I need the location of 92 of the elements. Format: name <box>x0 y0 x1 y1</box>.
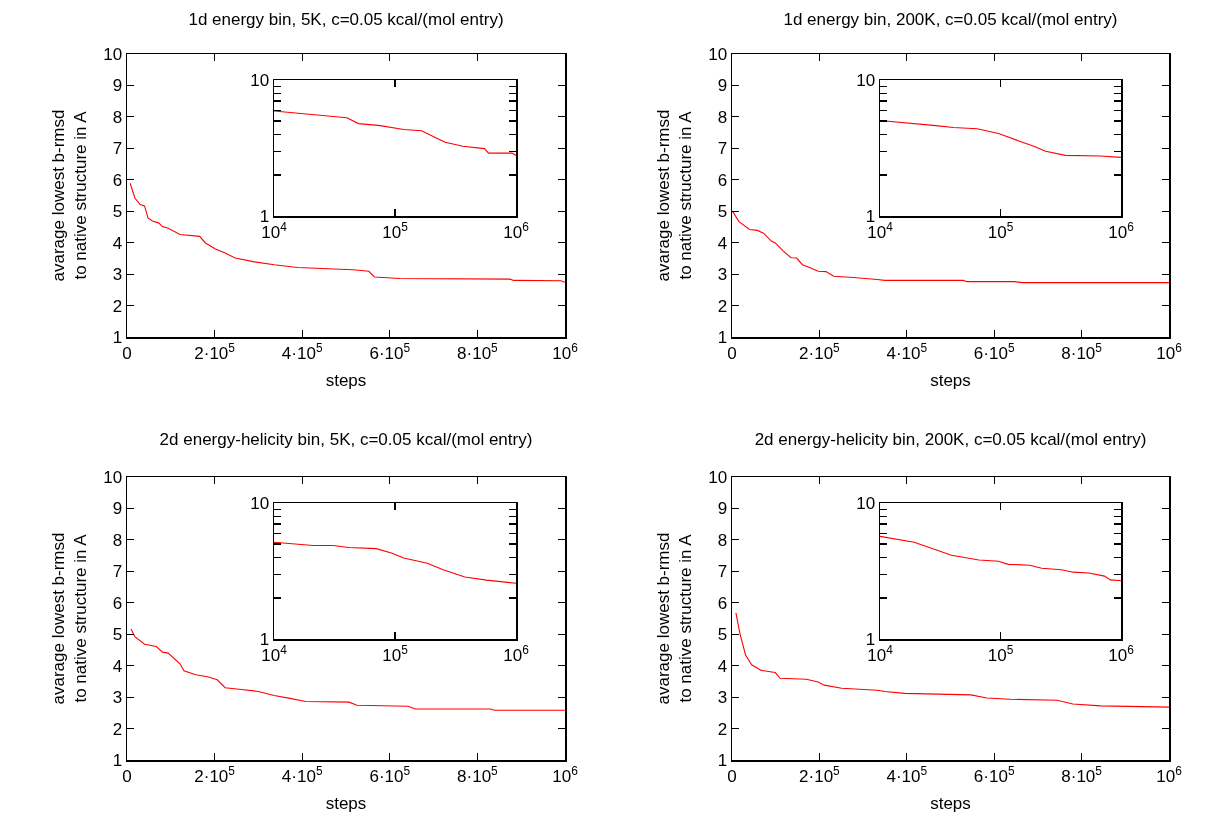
x-tick-label: 2·10$^{5}$ <box>194 763 236 786</box>
line-series <box>732 211 1169 284</box>
x-tick-label: 10$^{6}$ <box>552 763 579 786</box>
y-tick-label: 3 <box>112 688 123 708</box>
y-tick-label: 5 <box>717 625 728 645</box>
x-tick-label: 4·10$^{5}$ <box>281 340 323 363</box>
x-tick-label: 10$^{6}$ <box>552 340 579 363</box>
y-tick-label: 6 <box>112 593 123 613</box>
x-tick-label: 0 <box>122 343 132 363</box>
x-tick-label: 4·10$^{5}$ <box>281 763 323 786</box>
x-tick-label: 8·10$^{5}$ <box>1061 340 1103 363</box>
y-tick-label: 10 <box>103 467 123 487</box>
y-tick-label: 10 <box>708 467 728 487</box>
y-tick-label: 8 <box>717 530 728 550</box>
y-tick-label: 5 <box>112 202 123 222</box>
x-tick-label: 10$^{5}$ <box>382 642 409 665</box>
x-tick-label: 2·10$^{5}$ <box>194 340 236 363</box>
x-tick-label: 10$^{6}$ <box>1108 219 1135 242</box>
x-axis-title: steps <box>930 371 971 391</box>
x-tick-label: 10$^{5}$ <box>987 219 1014 242</box>
y-tick-label: 2 <box>112 296 123 316</box>
y-axis-title: avarage lowest b-rmsd to native structure in A <box>653 532 695 705</box>
x-tick-label: 8·10$^{5}$ <box>457 340 499 363</box>
y-tick-label: 7 <box>717 139 728 159</box>
y-tick-label: 1 <box>112 327 123 347</box>
y-tick-label: 4 <box>112 233 123 253</box>
y-tick-label: 8 <box>112 530 123 550</box>
x-tick-label: 2·10$^{5}$ <box>799 763 841 786</box>
chart-title: 1d energy bin, 5K, c=0.05 kcal/(mol entry) <box>188 9 504 29</box>
y-axis-title: avarage lowest b-rmsd to native structure in A <box>653 109 695 282</box>
y-tick-label: 7 <box>717 562 728 582</box>
y-tick-label: 3 <box>717 265 728 285</box>
x-tick-label: 10$^{6}$ <box>503 642 530 665</box>
y-tick-label: 7 <box>112 562 123 582</box>
x-tick-label: 10$^{5}$ <box>382 219 409 242</box>
y-tick-label: 9 <box>112 76 123 96</box>
x-tick-label: 10$^{6}$ <box>1156 763 1183 786</box>
y-tick-label: 6 <box>717 593 728 613</box>
y-tick-label: 3 <box>717 688 728 708</box>
y-tick-label: 5 <box>112 625 123 645</box>
y-tick-label: 1 <box>112 750 123 770</box>
y-tick-label: 8 <box>112 107 123 127</box>
x-tick-label: 10$^{5}$ <box>987 642 1014 665</box>
y-tick-label: 8 <box>717 107 728 127</box>
y-tick-label: 4 <box>717 233 728 253</box>
y-tick-label: 9 <box>717 499 728 519</box>
x-tick-label: 0 <box>727 343 737 363</box>
y-tick-label: 10 <box>708 44 728 64</box>
x-axis-title: steps <box>325 371 367 391</box>
y-tick-label: 4 <box>112 656 123 676</box>
x-tick-label: 10$^{6}$ <box>503 219 530 242</box>
y-tick-label: 7 <box>112 139 123 159</box>
chart-title: 1d energy bin, 200K, c=0.05 kcal/(mol entry) <box>783 9 1118 29</box>
y-tick-label: 10 <box>250 493 270 513</box>
y-tick-label: 10 <box>250 70 270 90</box>
x-tick-label: 10$^{6}$ <box>1108 642 1135 665</box>
x-tick-label: 4·10$^{5}$ <box>886 763 928 786</box>
x-axis-title: steps <box>930 794 971 814</box>
y-tick-label: 2 <box>112 719 123 739</box>
y-tick-label: 10 <box>856 493 876 513</box>
chart-title: 2d energy-helicity bin, 5K, c=0.05 kcal/(mol entry) <box>159 429 533 449</box>
x-tick-label: 6·10$^{5}$ <box>973 763 1015 786</box>
x-tick-label: 8·10$^{5}$ <box>457 763 499 786</box>
y-tick-label: 6 <box>717 170 728 190</box>
x-tick-label: 6·10$^{5}$ <box>369 763 411 786</box>
chart-title: 2d energy-helicity bin, 200K, c=0.05 kcal/(mol entry) <box>754 429 1147 449</box>
x-tick-label: 10$^{6}$ <box>1156 340 1183 363</box>
y-tick-label: 9 <box>112 499 123 519</box>
x-tick-label: 6·10$^{5}$ <box>973 340 1015 363</box>
line-series <box>735 612 1169 708</box>
x-tick-label: 8·10$^{5}$ <box>1061 763 1103 786</box>
y-tick-label: 1 <box>717 750 728 770</box>
line-series <box>130 628 565 711</box>
y-tick-label: 5 <box>717 202 728 222</box>
y-tick-label: 6 <box>112 170 123 190</box>
x-tick-label: 6·10$^{5}$ <box>369 340 411 363</box>
y-tick-label: 4 <box>717 656 728 676</box>
x-tick-label: 0 <box>122 766 132 786</box>
y-tick-label: 2 <box>717 719 728 739</box>
y-axis-title: avarage lowest b-rmsd to native structure in A <box>48 532 90 705</box>
x-tick-label: 4·10$^{5}$ <box>886 340 928 363</box>
x-tick-label: 0 <box>727 766 737 786</box>
x-axis-title: steps <box>325 794 367 814</box>
line-series <box>129 182 565 283</box>
y-tick-label: 2 <box>717 296 728 316</box>
y-tick-label: 10 <box>856 70 876 90</box>
y-axis-title: avarage lowest b-rmsd to native structure in A <box>48 109 90 282</box>
y-tick-label: 3 <box>112 265 123 285</box>
y-tick-label: 9 <box>717 76 728 96</box>
y-tick-label: 1 <box>717 327 728 347</box>
y-tick-label: 10 <box>103 44 123 64</box>
x-tick-label: 2·10$^{5}$ <box>799 340 841 363</box>
